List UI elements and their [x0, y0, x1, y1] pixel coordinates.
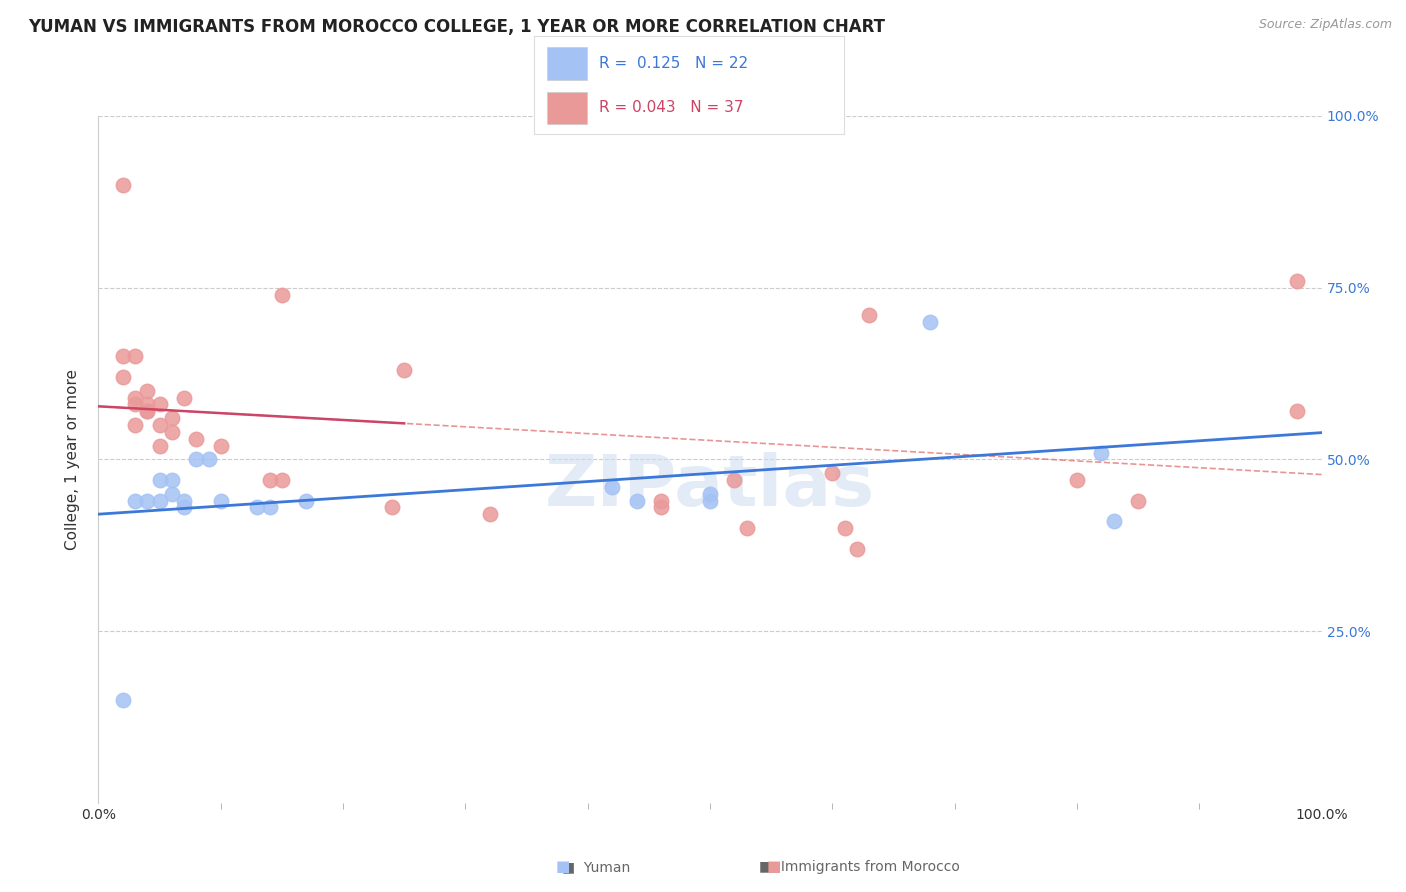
Point — [1286, 274, 1309, 288]
Point — [209, 439, 232, 453]
Point — [821, 466, 844, 480]
Point — [1286, 404, 1309, 418]
Point — [124, 397, 146, 411]
Point — [209, 493, 232, 508]
Point — [1128, 493, 1150, 508]
Point — [136, 493, 159, 508]
Point — [149, 417, 172, 433]
Text: R = 0.043   N = 37: R = 0.043 N = 37 — [599, 100, 744, 115]
Point — [149, 439, 172, 453]
Point — [111, 350, 134, 364]
Point — [136, 404, 159, 418]
Point — [723, 473, 745, 487]
Point — [124, 350, 146, 364]
Point — [111, 692, 134, 706]
Point — [173, 493, 195, 508]
Text: ■  Yuman: ■ Yuman — [562, 860, 631, 874]
Point — [186, 452, 208, 467]
Point — [834, 521, 856, 535]
Point — [173, 391, 195, 405]
Point — [626, 493, 648, 508]
Point — [270, 473, 294, 487]
Point — [478, 508, 501, 522]
Text: YUMAN VS IMMIGRANTS FROM MOROCCO COLLEGE, 1 YEAR OR MORE CORRELATION CHART: YUMAN VS IMMIGRANTS FROM MOROCCO COLLEGE… — [28, 18, 886, 36]
Point — [124, 417, 146, 433]
Point — [381, 500, 404, 515]
Point — [124, 493, 146, 508]
Point — [160, 487, 183, 501]
Point — [650, 493, 672, 508]
Text: R =  0.125   N = 22: R = 0.125 N = 22 — [599, 55, 748, 70]
Point — [197, 452, 219, 467]
Point — [246, 500, 269, 515]
Point — [699, 487, 721, 501]
Point — [858, 308, 880, 322]
Point — [186, 432, 208, 446]
Point — [735, 521, 758, 535]
Point — [845, 541, 868, 556]
Y-axis label: College, 1 year or more: College, 1 year or more — [65, 369, 80, 549]
Point — [699, 493, 721, 508]
Point — [1102, 514, 1125, 528]
Point — [270, 287, 294, 301]
Point — [650, 500, 672, 515]
FancyBboxPatch shape — [547, 92, 586, 124]
Point — [136, 384, 159, 398]
Point — [392, 363, 416, 377]
Point — [149, 473, 172, 487]
Point — [160, 425, 183, 439]
Point — [136, 404, 159, 418]
Point — [111, 178, 134, 192]
Point — [111, 370, 134, 384]
Point — [149, 397, 172, 411]
Point — [1090, 445, 1112, 459]
Text: ■: ■ — [555, 859, 569, 874]
Point — [124, 391, 146, 405]
Point — [149, 493, 172, 508]
Text: Source: ZipAtlas.com: Source: ZipAtlas.com — [1258, 18, 1392, 31]
Point — [259, 473, 281, 487]
Point — [259, 500, 281, 515]
Point — [600, 480, 623, 494]
Text: ZIPatlas: ZIPatlas — [546, 452, 875, 521]
Point — [920, 315, 942, 329]
Text: ■  Immigrants from Morocco: ■ Immigrants from Morocco — [759, 860, 960, 874]
Point — [136, 397, 159, 411]
Point — [173, 500, 195, 515]
FancyBboxPatch shape — [547, 47, 586, 80]
Point — [295, 493, 318, 508]
Point — [160, 473, 183, 487]
Text: ■: ■ — [766, 859, 780, 874]
Point — [160, 411, 183, 425]
Point — [1066, 473, 1088, 487]
